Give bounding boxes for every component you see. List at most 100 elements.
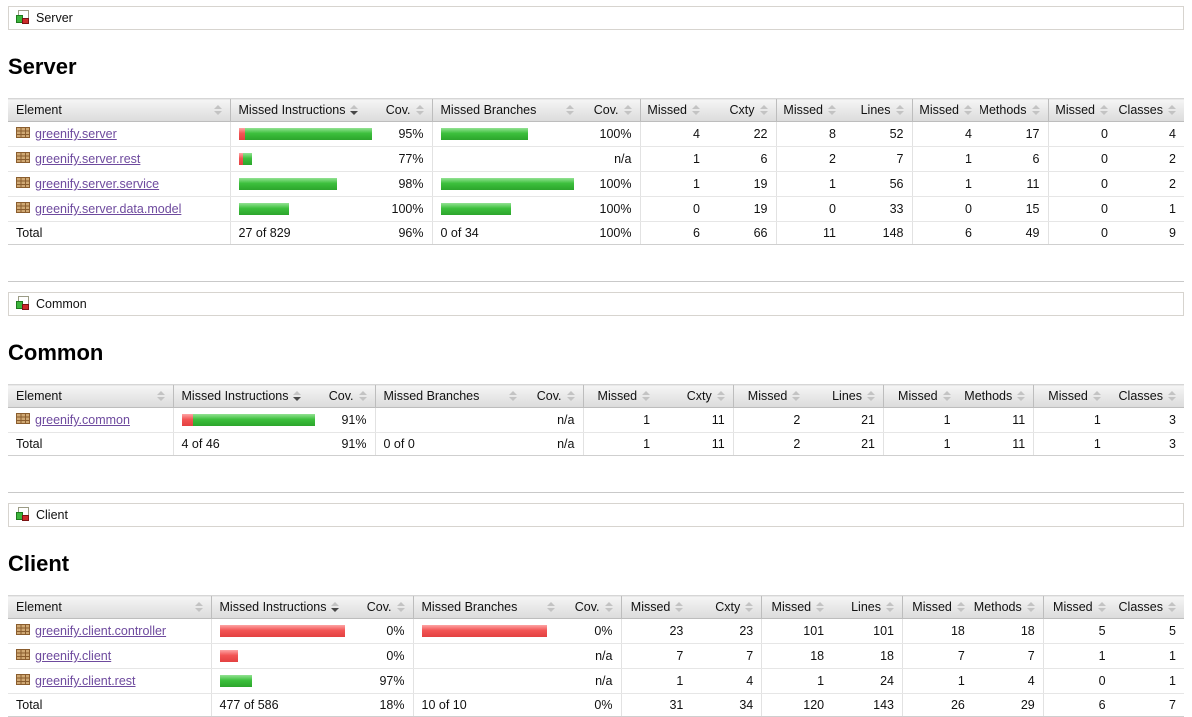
column-header-methods[interactable]: Methods bbox=[980, 98, 1048, 122]
column-header-methods[interactable]: Methods bbox=[972, 595, 1044, 619]
column-header-missed-instructions[interactable]: Missed Instructions bbox=[172, 384, 323, 408]
column-header-element[interactable]: Element bbox=[8, 384, 173, 408]
instruction-coverage-value: 0% bbox=[361, 643, 413, 669]
total-counter-value: 6 bbox=[911, 221, 980, 245]
total-label: Total bbox=[8, 221, 230, 245]
counter-value: 7 bbox=[620, 643, 692, 669]
package-link[interactable]: greenify.server.rest bbox=[35, 152, 141, 166]
total-label: Total bbox=[8, 693, 211, 717]
counter-value: 5 bbox=[1113, 618, 1184, 644]
branch-coverage-bar bbox=[440, 128, 575, 140]
column-header-missed[interactable]: Missed bbox=[911, 98, 980, 122]
coverage-table: Element Missed Instructions Cov. Missed Bra… bbox=[8, 595, 1184, 717]
total-counter-value: 7 bbox=[1113, 693, 1184, 717]
column-header-cxty[interactable]: Cxty bbox=[658, 384, 734, 408]
column-header-methods[interactable]: Methods bbox=[958, 384, 1034, 408]
total-counter-value: 26 bbox=[901, 693, 973, 717]
column-label: Cov. bbox=[328, 389, 354, 403]
column-header-classes[interactable]: Classes bbox=[1108, 384, 1184, 408]
column-header-missed[interactable]: Missed bbox=[775, 98, 844, 122]
column-header-lines[interactable]: Lines bbox=[832, 595, 903, 619]
counter-value: 1 bbox=[901, 668, 973, 694]
column-label: Missed bbox=[647, 103, 687, 117]
column-header-cov-[interactable]: Cov. bbox=[582, 98, 640, 122]
total-branches: 0 of 0 bbox=[374, 432, 525, 456]
sort-toggle-icon bbox=[792, 391, 801, 401]
sort-toggle-icon bbox=[547, 602, 555, 612]
sort-toggle-icon bbox=[886, 602, 894, 612]
covered-segment bbox=[238, 178, 337, 190]
column-header-missed-instructions[interactable]: Missed Instructions bbox=[229, 98, 380, 122]
sort-toggle-icon bbox=[867, 391, 875, 401]
column-header-cov-[interactable]: Cov. bbox=[525, 384, 583, 408]
column-header-missed-branches[interactable]: Missed Branches bbox=[374, 384, 525, 408]
column-header-cxty[interactable]: Cxty bbox=[708, 98, 776, 122]
counter-value: 0 bbox=[1047, 196, 1116, 222]
column-label: Missed Branches bbox=[383, 389, 480, 403]
branch-coverage-value: 0% bbox=[563, 618, 621, 644]
counter-value: 23 bbox=[691, 618, 762, 644]
sort-toggle-icon bbox=[509, 391, 517, 401]
column-header-missed[interactable]: Missed bbox=[1042, 595, 1114, 619]
column-header-missed[interactable]: Missed bbox=[620, 595, 692, 619]
column-label: Cov. bbox=[536, 389, 562, 403]
package-link[interactable]: greenify.client bbox=[35, 649, 112, 663]
package-link[interactable]: greenify.common bbox=[35, 413, 130, 427]
counter-value: 1 bbox=[1033, 407, 1109, 433]
instruction-coverage-value: 98% bbox=[380, 171, 432, 197]
counter-value: 0 bbox=[639, 196, 708, 222]
branch-bar-cell bbox=[431, 146, 582, 172]
sort-toggle-icon bbox=[964, 105, 972, 115]
package-icon bbox=[16, 176, 30, 192]
counter-value: 2 bbox=[732, 407, 809, 433]
package-link[interactable]: greenify.client.controller bbox=[35, 624, 167, 638]
sort-toggle-icon bbox=[828, 105, 836, 115]
section-title: Common bbox=[8, 340, 104, 365]
column-header-cov-[interactable]: Cov. bbox=[563, 595, 621, 619]
covered-segment bbox=[440, 128, 528, 140]
sort-toggle-icon bbox=[1168, 105, 1176, 115]
counter-value: 4 bbox=[691, 668, 762, 694]
sort-toggle-icon bbox=[1017, 391, 1026, 401]
column-header-missed[interactable]: Missed bbox=[732, 384, 809, 408]
column-header-missed-instructions[interactable]: Missed Instructions bbox=[210, 595, 361, 619]
header-row: Element Missed Instructions Cov. Missed Bra… bbox=[8, 595, 1184, 619]
column-header-cov-[interactable]: Cov. bbox=[380, 98, 432, 122]
total-counter-value: 34 bbox=[691, 693, 762, 717]
element-cell: greenify.server.data.model bbox=[8, 196, 230, 222]
column-label: Missed bbox=[630, 600, 671, 614]
column-header-classes[interactable]: Classes bbox=[1113, 595, 1184, 619]
column-header-cov-[interactable]: Cov. bbox=[323, 384, 375, 408]
package-link[interactable]: greenify.server.service bbox=[35, 177, 160, 191]
counter-value: 1 bbox=[639, 171, 708, 197]
column-header-missed-branches[interactable]: Missed Branches bbox=[412, 595, 563, 619]
column-label: Missed bbox=[898, 389, 938, 403]
column-header-lines[interactable]: Lines bbox=[844, 98, 912, 122]
branch-coverage-value: 100% bbox=[582, 171, 640, 197]
column-header-missed[interactable]: Missed bbox=[901, 595, 973, 619]
total-counter-value: 9 bbox=[1116, 221, 1184, 245]
column-header-missed[interactable]: Missed bbox=[1033, 384, 1109, 408]
counter-value: 0 bbox=[911, 196, 980, 222]
column-header-missed[interactable]: Missed bbox=[761, 595, 833, 619]
column-header-missed[interactable]: Missed bbox=[582, 384, 659, 408]
column-header-missed[interactable]: Missed bbox=[639, 98, 708, 122]
column-header-missed[interactable]: Missed bbox=[1047, 98, 1116, 122]
package-link[interactable]: greenify.client.rest bbox=[35, 674, 136, 688]
instruction-bar-cell bbox=[210, 668, 361, 694]
sort-toggle-icon bbox=[642, 391, 651, 401]
column-header-element[interactable]: Element bbox=[8, 98, 230, 122]
total-counter-value: 0 bbox=[1047, 221, 1116, 245]
column-header-cov-[interactable]: Cov. bbox=[361, 595, 413, 619]
breadcrumb-label: Client bbox=[36, 508, 68, 522]
counter-value: 2 bbox=[1116, 171, 1184, 197]
column-header-missed[interactable]: Missed bbox=[882, 384, 959, 408]
column-header-lines[interactable]: Lines bbox=[808, 384, 884, 408]
column-header-element[interactable]: Element bbox=[8, 595, 211, 619]
package-link[interactable]: greenify.server.data.model bbox=[35, 202, 182, 216]
column-header-cxty[interactable]: Cxty bbox=[691, 595, 762, 619]
package-link[interactable]: greenify.server bbox=[35, 127, 117, 141]
sort-toggle-icon bbox=[213, 105, 222, 115]
column-header-classes[interactable]: Classes bbox=[1116, 98, 1184, 122]
column-header-missed-branches[interactable]: Missed Branches bbox=[431, 98, 582, 122]
